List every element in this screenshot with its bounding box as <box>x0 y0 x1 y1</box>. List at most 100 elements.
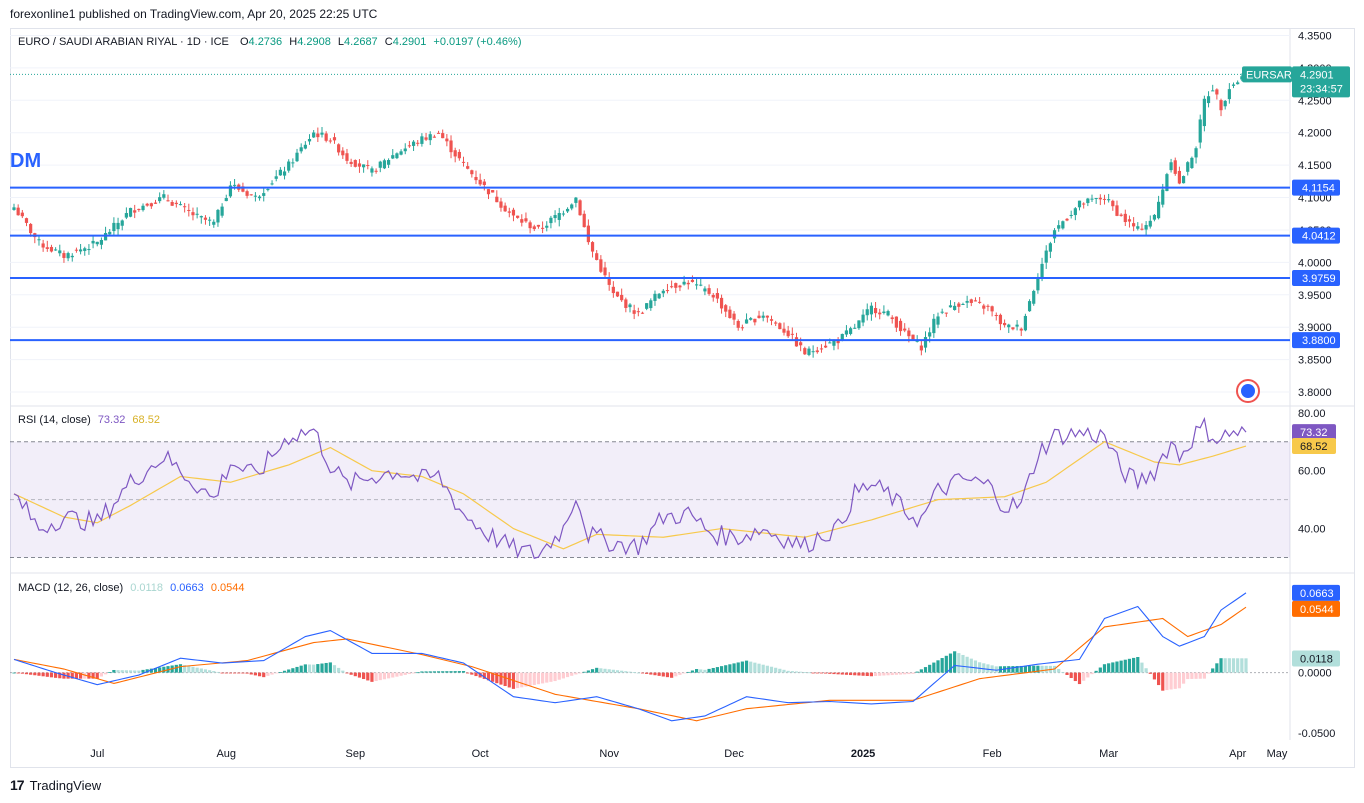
candle-body <box>378 161 382 168</box>
macd-histogram-bar <box>799 671 803 673</box>
macd-histogram-bar <box>1023 665 1028 673</box>
candle-body <box>703 288 707 292</box>
macd-signal-tag-label: 0.0544 <box>1300 604 1334 616</box>
macd-histogram-bar <box>1202 672 1206 679</box>
macd-histogram-bar <box>237 672 241 674</box>
macd-histogram-bar <box>199 668 203 673</box>
macd-histogram-bar <box>420 671 424 673</box>
candle-body <box>707 288 711 294</box>
rsi-value-tag-label: 73.32 <box>1300 427 1328 439</box>
rsi-tick-label: 80.00 <box>1298 408 1326 420</box>
macd-histogram-bar <box>62 672 66 679</box>
candle-body <box>1177 170 1182 184</box>
candle-body <box>1040 263 1044 278</box>
candle-body <box>940 311 944 313</box>
candle-body <box>108 231 112 235</box>
price-tag <box>1292 66 1350 98</box>
macd-histogram-bar <box>54 672 58 678</box>
candle-body <box>1173 160 1177 174</box>
macd-histogram-bar <box>1019 665 1023 673</box>
macd-value-tag <box>1292 584 1340 601</box>
macd-histogram-bar <box>869 672 874 677</box>
candle-body <box>782 328 786 333</box>
candle-body <box>670 286 674 288</box>
candle-body <box>894 316 898 328</box>
macd-histogram-bar <box>686 671 690 673</box>
macd-histogram-bar <box>957 653 961 673</box>
macd-histogram-bar <box>903 672 907 675</box>
macd-histogram-bar <box>137 670 141 673</box>
candle-body <box>299 147 303 152</box>
candle-body <box>516 215 520 218</box>
candle-body <box>382 160 387 169</box>
time-tick-label: Aug <box>216 748 236 760</box>
candle-body <box>1194 148 1198 158</box>
macd-histogram-bar <box>1186 672 1190 680</box>
alert-badge-icon-inner <box>1241 384 1255 398</box>
symbol-title[interactable]: EURO / SAUDI ARABIAN RIYAL · 1D · ICE <box>18 36 229 48</box>
candle-body <box>212 221 216 225</box>
macd-histogram-bar <box>682 672 686 674</box>
candle-body <box>540 227 545 229</box>
candle-body <box>1211 90 1215 92</box>
candle-body <box>769 319 774 321</box>
macd-histogram-bar <box>565 672 570 678</box>
time-tick-label: Jul <box>90 748 104 760</box>
macd-histogram-bar <box>37 672 41 676</box>
candle-body <box>291 162 295 164</box>
macd-histogram-bar <box>1094 670 1098 673</box>
macd-histogram-bar <box>58 672 62 679</box>
candle-body <box>1102 198 1107 200</box>
candle-body <box>570 204 574 209</box>
candle-body <box>257 196 262 199</box>
candle-body <box>83 248 87 251</box>
macd-signal-tag <box>1292 600 1340 617</box>
candle-body <box>170 202 174 206</box>
rsi-label[interactable]: RSI (14, close) <box>18 414 91 426</box>
macd-histogram-bar <box>524 672 528 687</box>
rsi-tick-label: 60.00 <box>1298 466 1326 478</box>
macd-histogram-bar <box>898 672 903 675</box>
candle-body <box>124 213 128 218</box>
macd-histogram-bar <box>386 672 391 679</box>
candle-body <box>103 232 108 241</box>
macd-histogram-bar <box>428 671 432 673</box>
macd-label[interactable]: MACD (12, 26, close) <box>18 582 124 594</box>
tradingview-brand[interactable]: 17 TradingView <box>10 777 101 793</box>
candle-body <box>116 222 120 230</box>
macd-histogram-bar <box>49 672 54 678</box>
candle-body <box>1144 225 1148 230</box>
macd-histogram-bar <box>982 663 986 673</box>
macd-histogram-bar <box>882 672 886 676</box>
candle-body <box>503 205 507 212</box>
candle-body <box>665 290 670 292</box>
candle-body <box>428 134 432 141</box>
candle-body <box>41 243 45 248</box>
candle-body <box>799 342 803 346</box>
publish-info: forexonline1 published on TradingView.co… <box>10 7 378 21</box>
candle-body <box>274 176 278 179</box>
macd-histogram-bar <box>853 672 857 676</box>
macd-tick-label: -0.0500 <box>1298 728 1335 740</box>
macd-histogram-bar <box>278 672 282 673</box>
candle-body <box>907 330 911 337</box>
macd-histogram-bar <box>549 672 553 682</box>
candle-body <box>241 186 245 192</box>
candle-body <box>149 203 153 207</box>
candle-body <box>320 132 324 135</box>
macd-histogram-bar <box>894 672 898 675</box>
candle-body <box>1123 213 1127 223</box>
macd-histogram-bar <box>794 671 799 673</box>
macd-histogram-bar <box>208 670 212 673</box>
macd-histogram-bar <box>590 669 595 673</box>
candle-body <box>761 315 765 318</box>
macd-histogram-bar <box>603 668 607 673</box>
macd-histogram-bar <box>944 655 948 673</box>
macd-histogram-bar <box>540 672 545 684</box>
candle-body <box>1069 214 1073 216</box>
candle-body <box>603 267 607 276</box>
macd-histogram-bar <box>670 672 674 678</box>
ticker-tag-label: EURSAR <box>1246 69 1292 81</box>
candle-body <box>653 293 657 301</box>
